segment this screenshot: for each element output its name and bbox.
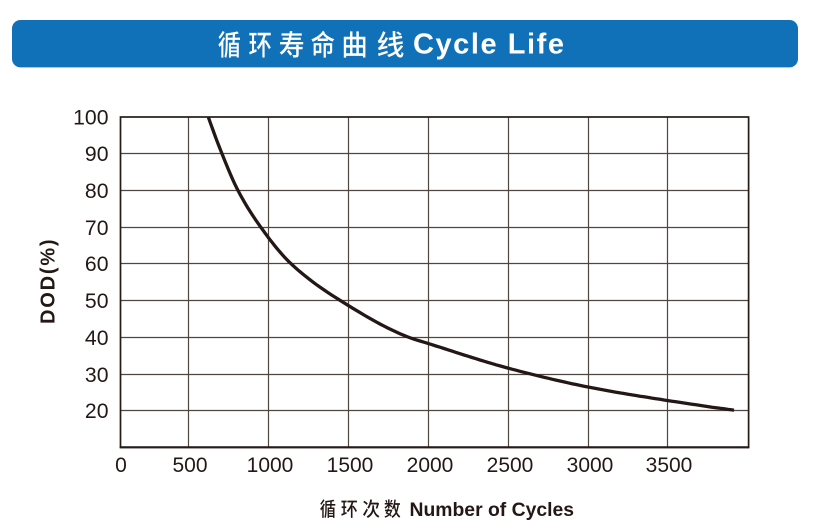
svg-text:90: 90 <box>85 143 109 166</box>
svg-text:30: 30 <box>85 364 109 387</box>
svg-text:100: 100 <box>73 107 108 130</box>
svg-text:0: 0 <box>115 454 127 477</box>
svg-text:80: 80 <box>85 180 109 203</box>
svg-text:3500: 3500 <box>646 454 693 477</box>
svg-text:1500: 1500 <box>327 454 374 477</box>
svg-text:20: 20 <box>85 400 109 423</box>
svg-text:60: 60 <box>85 253 109 276</box>
svg-text:Number of Cycles: Number of Cycles <box>410 499 575 521</box>
svg-text:50: 50 <box>85 290 109 313</box>
svg-text:500: 500 <box>172 454 207 477</box>
svg-text:3000: 3000 <box>567 454 614 477</box>
svg-text:2500: 2500 <box>487 454 534 477</box>
svg-text:DOD(%): DOD(%) <box>38 238 60 324</box>
svg-text:2000: 2000 <box>407 454 454 477</box>
svg-text:1000: 1000 <box>247 454 294 477</box>
svg-text:Cycle Life: Cycle Life <box>413 29 566 61</box>
svg-text:40: 40 <box>85 327 109 350</box>
svg-text:70: 70 <box>85 217 109 240</box>
